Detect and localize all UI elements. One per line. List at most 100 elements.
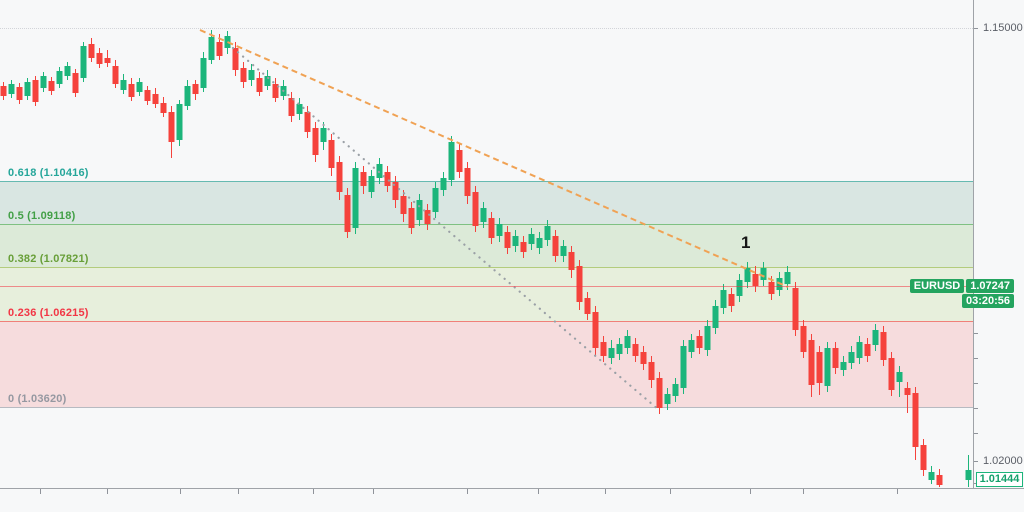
fib-level-line[interactable] <box>0 180 973 182</box>
wave-marker-1[interactable]: 1 <box>741 233 751 252</box>
candle[interactable] <box>832 342 839 374</box>
candle[interactable] <box>232 42 239 76</box>
fib-level-line[interactable] <box>0 320 973 322</box>
candle[interactable] <box>8 80 15 98</box>
candle[interactable] <box>424 204 431 230</box>
candle[interactable] <box>408 202 415 234</box>
fib-level-line[interactable] <box>0 224 973 226</box>
candle[interactable] <box>504 226 511 254</box>
candle[interactable] <box>448 136 455 186</box>
candle[interactable] <box>144 86 151 105</box>
candle[interactable] <box>288 92 295 122</box>
candle[interactable] <box>368 170 375 198</box>
candle[interactable] <box>872 324 879 351</box>
candle[interactable] <box>752 266 759 292</box>
candle[interactable] <box>568 246 575 278</box>
descending-trendline-drawing[interactable] <box>199 29 789 288</box>
chart-plot-area[interactable]: 0.618 (1.10416) 0.5 (1.09118) 0.382 (1.078… <box>0 0 973 488</box>
candle[interactable] <box>648 356 655 388</box>
alert-price-line[interactable] <box>0 286 973 287</box>
candle[interactable] <box>632 338 639 362</box>
candle[interactable] <box>904 382 911 413</box>
candle[interactable] <box>880 326 887 366</box>
candle[interactable] <box>792 282 799 336</box>
candle[interactable] <box>680 340 687 394</box>
candle[interactable] <box>912 387 919 460</box>
candle[interactable] <box>56 67 63 88</box>
candle[interactable] <box>192 80 199 100</box>
candle[interactable] <box>760 262 767 286</box>
candle[interactable] <box>696 330 703 354</box>
candle[interactable] <box>440 172 447 196</box>
candle[interactable] <box>176 100 183 146</box>
candle[interactable] <box>248 64 255 86</box>
candle[interactable] <box>120 74 127 94</box>
candle[interactable] <box>720 284 727 314</box>
candle[interactable] <box>264 70 271 90</box>
candle[interactable] <box>744 262 751 288</box>
candle[interactable] <box>344 188 351 238</box>
candle[interactable] <box>520 236 527 258</box>
candle[interactable] <box>48 77 55 95</box>
candle[interactable] <box>656 372 663 414</box>
candle[interactable] <box>672 378 679 402</box>
candle[interactable] <box>112 60 119 88</box>
candle[interactable] <box>152 88 159 108</box>
candle[interactable] <box>528 228 535 250</box>
candle[interactable] <box>136 78 143 96</box>
candle[interactable] <box>624 330 631 354</box>
candle[interactable] <box>728 288 735 312</box>
candle[interactable] <box>80 42 87 82</box>
candle[interactable] <box>608 340 615 364</box>
candle[interactable] <box>688 334 695 358</box>
candle[interactable] <box>40 72 47 92</box>
candle[interactable] <box>400 190 407 222</box>
candle[interactable] <box>600 336 607 362</box>
candle[interactable] <box>24 78 31 100</box>
candle[interactable] <box>736 274 743 302</box>
candle[interactable] <box>416 194 423 226</box>
candle[interactable] <box>896 366 903 397</box>
candle[interactable] <box>472 186 479 232</box>
candle[interactable] <box>488 212 495 244</box>
candle[interactable] <box>584 292 591 320</box>
dotted-trend-drawing[interactable] <box>231 46 661 412</box>
candle[interactable] <box>848 346 855 369</box>
candle[interactable] <box>200 52 207 92</box>
time-axis[interactable] <box>0 488 1024 512</box>
candle[interactable] <box>856 336 863 364</box>
candle[interactable] <box>160 97 167 117</box>
candle[interactable] <box>616 338 623 360</box>
candle[interactable] <box>840 356 847 376</box>
candle[interactable] <box>0 82 7 100</box>
candle[interactable] <box>888 352 895 396</box>
candle[interactable] <box>560 240 567 262</box>
candle[interactable] <box>272 78 279 102</box>
candle[interactable] <box>304 106 311 138</box>
candle[interactable] <box>360 166 367 194</box>
candle[interactable] <box>328 134 335 176</box>
candle[interactable] <box>128 78 135 101</box>
candle[interactable] <box>384 166 391 192</box>
candle[interactable] <box>480 202 487 228</box>
candle[interactable] <box>965 455 972 487</box>
candle[interactable] <box>592 306 599 356</box>
candle[interactable] <box>376 158 383 184</box>
candle[interactable] <box>464 162 471 204</box>
candle[interactable] <box>824 342 831 392</box>
candle[interactable] <box>296 98 303 120</box>
fib-level-line[interactable] <box>0 407 973 409</box>
candle[interactable] <box>808 334 815 397</box>
price-axis[interactable]: 1.15000 1.02000 <box>973 0 1024 488</box>
candle[interactable] <box>64 62 71 80</box>
symbol-alert-badge[interactable]: EURUSD 1.07247 03:20:56 <box>909 279 1014 308</box>
candle[interactable] <box>456 144 463 178</box>
candle[interactable] <box>816 346 823 395</box>
candle[interactable] <box>640 346 647 370</box>
candle[interactable] <box>664 388 671 410</box>
candle[interactable] <box>320 122 327 150</box>
candle[interactable] <box>16 83 23 104</box>
candle[interactable] <box>256 72 263 96</box>
candle[interactable] <box>184 80 191 110</box>
candle[interactable] <box>552 230 559 262</box>
